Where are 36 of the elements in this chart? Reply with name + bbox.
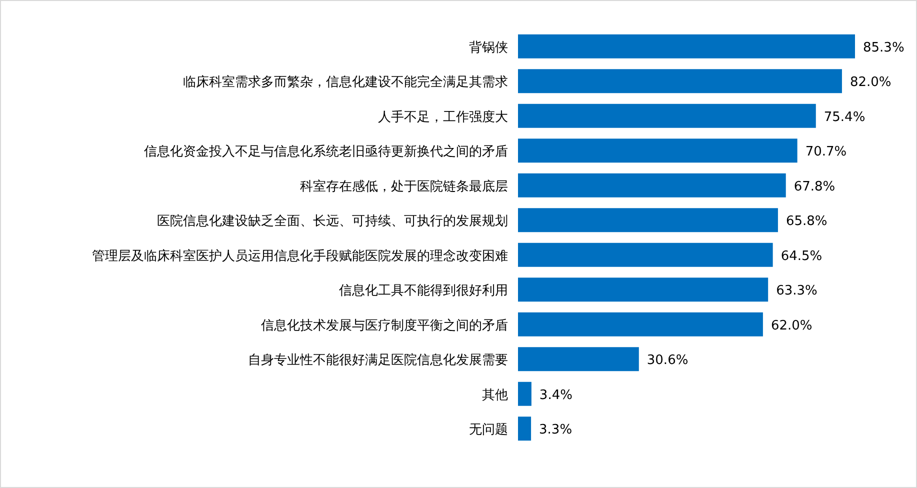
y-tick-label: 其他: [482, 388, 508, 403]
data-label: 67.8%: [794, 179, 836, 194]
y-tick-label: 信息化资金投入不足与信息化系统老旧亟待更新换代之间的矛盾: [144, 144, 508, 160]
data-label: 75.4%: [824, 110, 866, 125]
bar: [518, 347, 639, 372]
y-tick-label: 科室存在感低，处于医院链条最底层: [300, 178, 508, 194]
bar: [518, 34, 855, 58]
bar: [518, 104, 816, 128]
data-label: 63.3%: [776, 284, 818, 299]
y-tick-label: 背锅侠: [469, 40, 508, 56]
y-tick-label: 管理层及临床科室医护人员运用信息化手段赋能医院发展的理念改变困难: [92, 248, 508, 264]
y-tick-label: 无问题: [469, 422, 508, 438]
bar: [518, 278, 768, 302]
y-tick-label: 临床科室需求多而繁杂，信息化建设不能完全满足其需求: [183, 74, 508, 90]
bar: [518, 208, 778, 232]
data-label: 85.3%: [863, 40, 904, 56]
data-label: 3.4%: [539, 388, 572, 403]
data-label: 62.0%: [770, 318, 812, 334]
y-tick-label: 人手不足，工作强度大: [378, 108, 508, 125]
y-tick-label: 医院信息化建设缺乏全面、长远、可持续、可执行的发展规划: [157, 214, 508, 230]
data-label: 65.8%: [786, 214, 828, 230]
bar: [518, 69, 842, 94]
data-label: 82.0%: [850, 75, 892, 90]
y-tick-label: 自身专业性不能很好满足医院信息化发展需要: [248, 353, 508, 368]
bar: [518, 416, 532, 441]
y-tick-label: 信息化技术发展与医疗制度平衡之间的矛盾: [261, 317, 508, 334]
bar: [518, 382, 532, 406]
data-label: 64.5%: [780, 248, 822, 264]
bar: [518, 242, 773, 267]
y-tick-label: 信息化工具不能得到很好利用: [339, 284, 508, 299]
bar: [518, 138, 798, 163]
data-label: 3.3%: [539, 422, 572, 438]
data-label: 30.6%: [646, 353, 688, 368]
bar: [518, 173, 786, 198]
bar: [518, 312, 763, 336]
data-label: 70.7%: [805, 144, 847, 160]
